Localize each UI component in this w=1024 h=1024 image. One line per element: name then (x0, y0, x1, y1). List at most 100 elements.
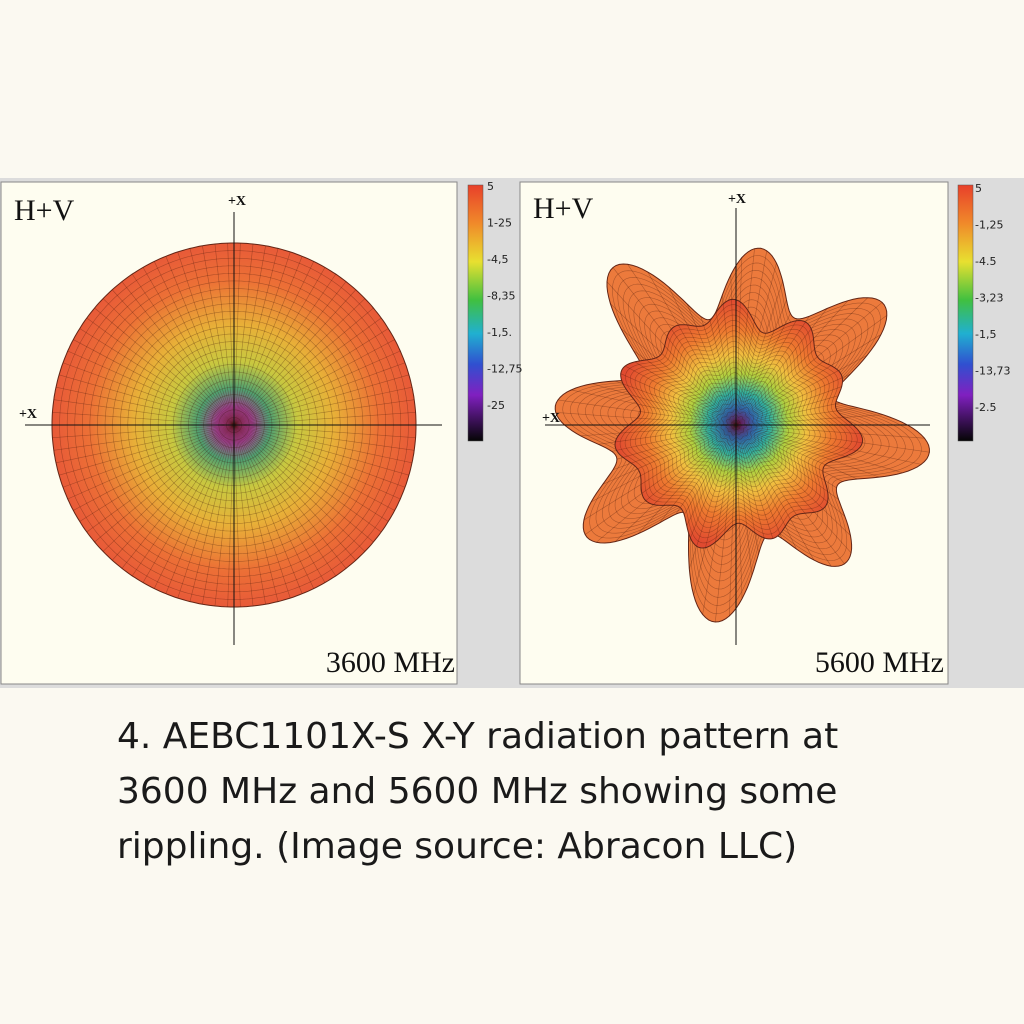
mesh-spoke (715, 424, 737, 543)
mesh-spoke (202, 245, 235, 426)
mesh-spoke (165, 256, 235, 426)
mesh-spoke (233, 245, 266, 426)
mesh-spoke (735, 424, 786, 527)
mesh-spoke (233, 424, 326, 583)
mesh-spoke (640, 424, 737, 477)
mesh-spoke (735, 403, 836, 426)
mesh-spoke (73, 424, 235, 511)
mesh-spoke (735, 424, 825, 481)
mesh-spoke (620, 424, 737, 434)
mesh-spoke (67, 424, 235, 500)
mesh-spoke (55, 386, 235, 426)
colorbar-label: -1,5. (487, 326, 512, 339)
mesh-spoke (214, 243, 235, 426)
mesh-spoke (94, 424, 235, 543)
mesh-spoke (121, 424, 235, 569)
mesh-spoke (233, 424, 389, 522)
mesh-spoke (233, 424, 291, 599)
mesh-spoke (735, 424, 797, 515)
mesh-spoke (645, 424, 737, 501)
mesh-spoke (735, 424, 781, 534)
mesh-spoke (634, 361, 737, 426)
mesh-spoke (735, 301, 741, 426)
mesh-spoke (661, 353, 737, 426)
mesh-spoke (233, 424, 410, 476)
mesh-spoke (735, 370, 839, 426)
mesh-spoke (131, 424, 235, 577)
mesh-spoke (233, 273, 337, 426)
mesh-spoke (233, 350, 401, 426)
mesh-spoke (705, 424, 737, 548)
colorbar-label: -12,75 (487, 363, 522, 376)
mesh-spoke (722, 303, 737, 426)
mesh-spoke (735, 424, 824, 510)
mesh-spoke (177, 251, 235, 426)
colorbar-label: -8,35 (487, 290, 515, 303)
mesh-spoke (233, 412, 416, 426)
mesh-spoke (86, 424, 235, 533)
mesh-spoke (142, 267, 235, 426)
mesh-spoke (637, 403, 737, 426)
mesh-spoke (671, 328, 737, 426)
mesh-spoke (121, 281, 235, 426)
mesh-spoke (233, 424, 401, 500)
mesh-spoke (233, 424, 413, 464)
mesh-spoke (735, 424, 826, 466)
mesh-spoke (233, 424, 366, 552)
mesh-spoke (233, 289, 357, 426)
mesh-spoke (233, 339, 395, 426)
mesh-spoke (233, 317, 382, 426)
mesh-spoke (52, 424, 235, 438)
mesh-spoke (73, 339, 235, 426)
mesh-spoke (695, 326, 737, 426)
mesh-spoke (735, 424, 828, 503)
mesh-spoke (646, 359, 737, 426)
mesh-spoke (735, 424, 846, 457)
mesh-spoke (735, 333, 767, 426)
colorbar-label: -4,5 (487, 253, 508, 266)
colorbar (467, 184, 484, 442)
frequency-label: 5600 MHz (815, 646, 944, 679)
mesh-spoke (735, 348, 815, 426)
mesh-spoke (735, 424, 756, 533)
mesh-spoke (233, 424, 266, 605)
mesh-spoke (142, 424, 235, 583)
mesh-spoke (233, 328, 389, 426)
mesh-spoke (731, 299, 737, 426)
colorbar-label: -4.5 (975, 255, 996, 268)
mesh-spoke (735, 365, 832, 426)
mesh-spoke (153, 261, 235, 426)
mesh-spoke (690, 424, 737, 539)
mesh-spoke (666, 336, 737, 426)
mesh-spoke (233, 307, 374, 426)
mesh-spoke (631, 424, 737, 464)
mesh-spoke (735, 330, 760, 426)
colorbar-label: -1,5 (975, 328, 996, 341)
mesh-spoke (233, 424, 357, 561)
mesh-spoke (53, 399, 235, 426)
mesh-spoke (637, 417, 737, 426)
mesh-spoke (227, 243, 235, 426)
mesh-spoke (735, 424, 774, 539)
mesh-spoke (233, 386, 413, 426)
mesh-spoke (686, 324, 737, 426)
colorbar-label: -13,73 (975, 365, 1010, 378)
caption-line: 3600 MHz and 5600 MHz showing some (117, 771, 837, 812)
mesh-spoke (709, 320, 737, 426)
mesh-spoke (58, 424, 235, 476)
mesh-spoke (233, 399, 415, 426)
mesh-spoke (735, 310, 749, 426)
colorbar-label: 1-25 (487, 217, 512, 230)
mesh-spoke (233, 256, 303, 426)
mesh-spoke (735, 424, 861, 435)
mesh-spoke (233, 374, 410, 426)
mesh-spoke (233, 424, 415, 451)
mesh-spoke (735, 424, 765, 539)
caption-line: 4. AEBC1101X-S X-Y radiation pattern at (117, 716, 838, 757)
mesh-spoke (735, 338, 814, 426)
mesh-spoke (233, 267, 326, 426)
mesh-spoke (79, 424, 235, 522)
mesh-spoke (735, 324, 786, 426)
colorbar (957, 184, 974, 442)
